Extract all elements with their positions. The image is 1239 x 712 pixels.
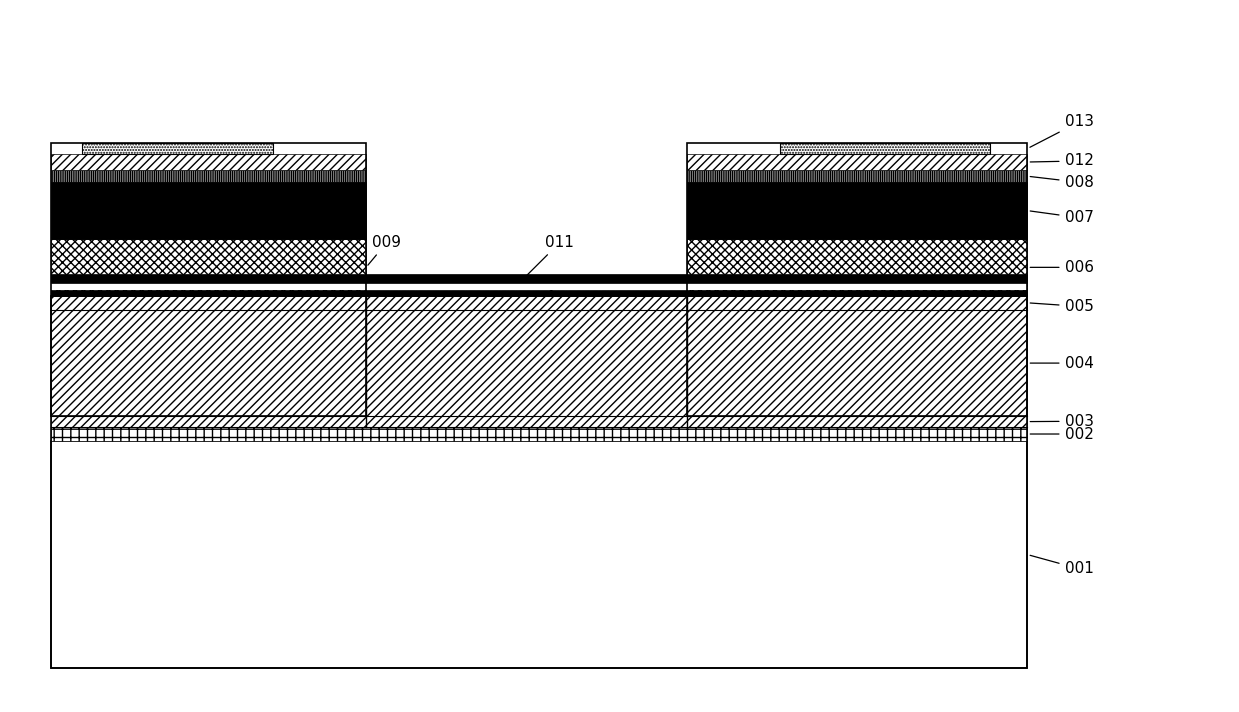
Text: 004: 004 — [1030, 355, 1093, 370]
Bar — [51, 295, 1027, 310]
Text: 005: 005 — [1030, 299, 1093, 314]
Text: 013: 013 — [1030, 115, 1094, 147]
Bar — [51, 239, 366, 295]
Bar — [51, 154, 366, 170]
Bar — [51, 441, 1027, 668]
Bar — [688, 239, 1027, 295]
Bar — [51, 295, 1027, 668]
Bar — [781, 143, 990, 154]
Bar — [51, 283, 1027, 290]
Text: 011: 011 — [523, 235, 574, 280]
Text: 010: 010 — [545, 278, 574, 293]
Bar — [688, 182, 1027, 239]
Bar — [688, 143, 1027, 417]
Bar — [51, 170, 366, 182]
Bar — [51, 417, 1027, 427]
Bar — [51, 182, 366, 239]
Bar — [51, 310, 1027, 417]
Text: 009: 009 — [368, 235, 401, 265]
Text: 003: 003 — [1031, 414, 1094, 429]
Bar — [688, 154, 1027, 170]
Bar — [51, 290, 1027, 295]
Bar — [51, 274, 1027, 283]
Bar — [51, 182, 366, 239]
Text: 012: 012 — [1030, 154, 1093, 169]
Text: 008: 008 — [1030, 174, 1093, 189]
Text: 002: 002 — [1030, 426, 1093, 441]
Bar — [82, 143, 274, 154]
Text: 001: 001 — [1030, 555, 1093, 576]
Text: 007: 007 — [1030, 210, 1093, 225]
Bar — [366, 274, 688, 295]
Bar — [688, 170, 1027, 182]
Bar — [51, 143, 366, 417]
Bar — [51, 427, 1027, 441]
Bar — [688, 182, 1027, 239]
Text: 006: 006 — [1031, 260, 1094, 275]
